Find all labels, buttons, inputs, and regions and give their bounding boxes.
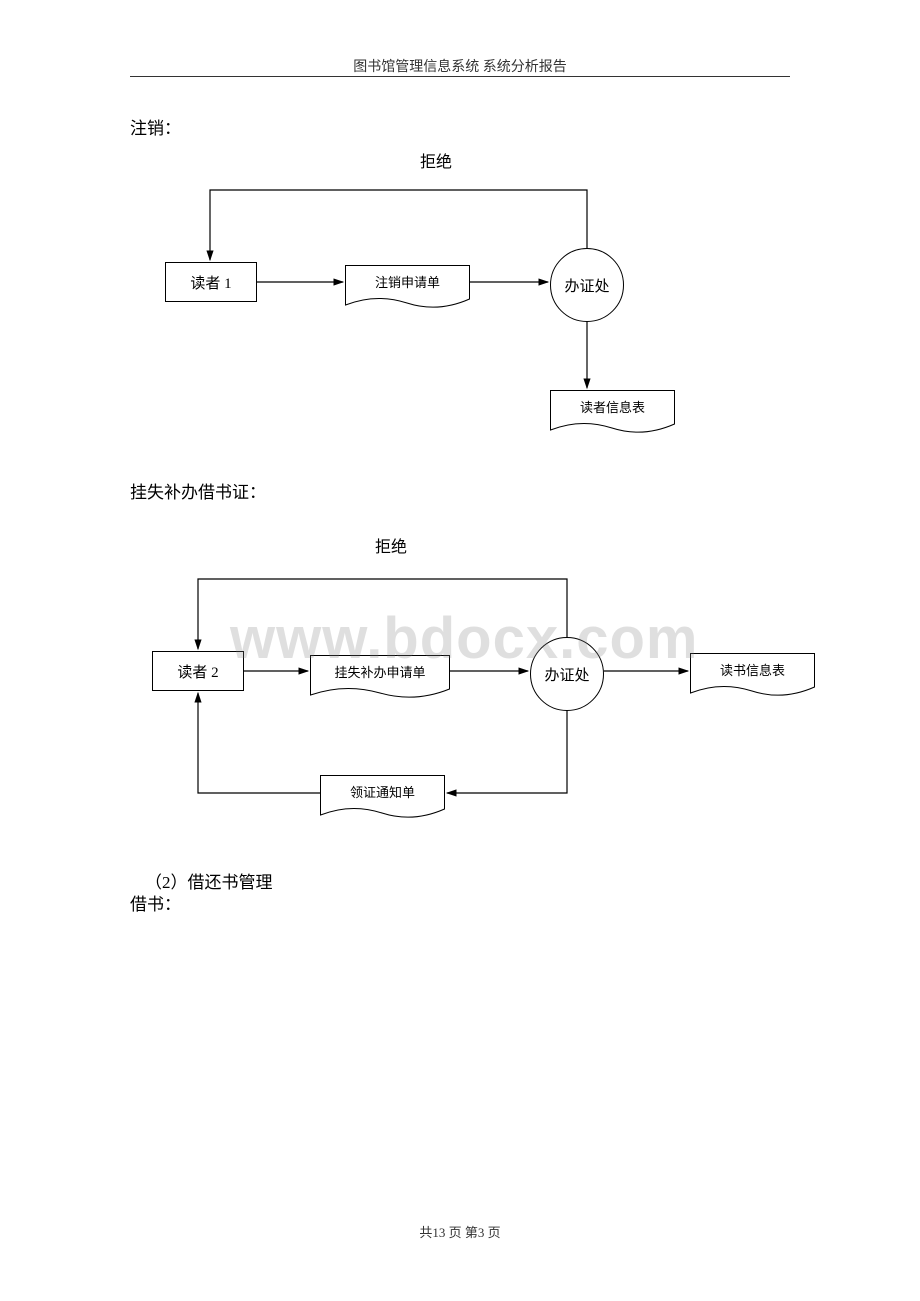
office-label-2: 办证处 bbox=[544, 664, 589, 685]
reject-label-2: 拒绝 bbox=[375, 533, 407, 557]
notice-node: 领证通知单 bbox=[320, 775, 445, 821]
diagram-2: 拒绝 读者 2 挂失补办申请单 办证处 读书信息表 领证通知单 bbox=[130, 525, 830, 835]
reader-table-label: 读者信息表 bbox=[550, 390, 675, 422]
reader-1-label: 读者 1 bbox=[190, 272, 231, 293]
book-table-node: 读书信息表 bbox=[690, 653, 815, 699]
section-3-subtitle: 借书： bbox=[130, 890, 181, 915]
reader-1-node: 读者 1 bbox=[165, 262, 257, 302]
office-label-1: 办证处 bbox=[564, 275, 609, 296]
section-1-title: 注销： bbox=[130, 114, 181, 139]
section-2-title: 挂失补办借书证： bbox=[130, 478, 266, 503]
lost-form-label: 挂失补办申请单 bbox=[310, 655, 450, 687]
reader-2-node: 读者 2 bbox=[152, 651, 244, 691]
lost-form-node: 挂失补办申请单 bbox=[310, 655, 450, 701]
reader-table-node: 读者信息表 bbox=[550, 390, 675, 436]
page-header: 图书馆管理信息系统 系统分析报告 bbox=[0, 56, 920, 76]
office-node-2: 办证处 bbox=[530, 637, 604, 711]
page-footer: 共13 页 第3 页 bbox=[0, 1222, 920, 1241]
diagram-1: 拒绝 读者 1 注销申请单 办证处 读者信息表 bbox=[130, 140, 790, 440]
header-rule bbox=[130, 76, 790, 77]
cancel-form-node: 注销申请单 bbox=[345, 265, 470, 311]
reader-2-label: 读者 2 bbox=[177, 661, 218, 682]
office-node-1: 办证处 bbox=[550, 248, 624, 322]
notice-label: 领证通知单 bbox=[320, 775, 445, 807]
book-table-label: 读书信息表 bbox=[690, 653, 815, 685]
reject-label-1: 拒绝 bbox=[420, 148, 452, 172]
cancel-form-label: 注销申请单 bbox=[345, 265, 470, 297]
